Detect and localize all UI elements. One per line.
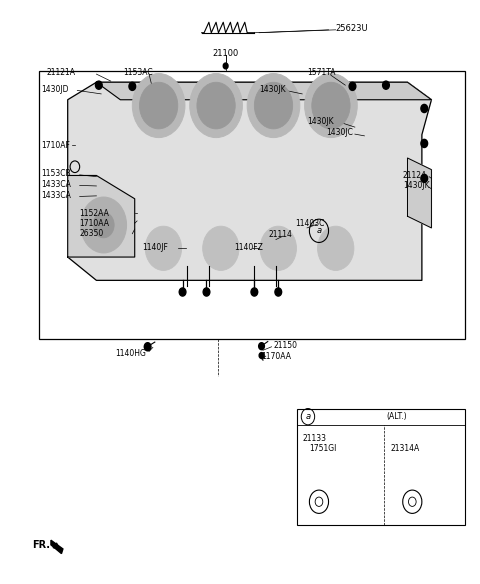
Text: 1430JK: 1430JK bbox=[259, 85, 286, 94]
Text: 26350: 26350 bbox=[80, 230, 104, 238]
Circle shape bbox=[81, 197, 127, 253]
Circle shape bbox=[144, 343, 151, 351]
Text: a: a bbox=[316, 227, 322, 235]
Text: 1153CB: 1153CB bbox=[41, 169, 71, 178]
Circle shape bbox=[421, 174, 428, 182]
Text: 1152AA: 1152AA bbox=[80, 209, 109, 218]
Text: 1140HG: 1140HG bbox=[116, 349, 146, 358]
Circle shape bbox=[203, 226, 239, 270]
Polygon shape bbox=[68, 175, 135, 257]
Circle shape bbox=[305, 74, 357, 138]
Circle shape bbox=[254, 82, 293, 129]
Text: (ALT.): (ALT.) bbox=[386, 412, 407, 421]
Text: 1433CA: 1433CA bbox=[41, 180, 71, 189]
Text: 11403C: 11403C bbox=[295, 219, 324, 228]
Text: 1170AA: 1170AA bbox=[262, 352, 291, 360]
Text: 21150: 21150 bbox=[274, 341, 298, 350]
Text: 1430JK: 1430JK bbox=[403, 182, 429, 190]
Text: 1571TA: 1571TA bbox=[307, 68, 336, 78]
Text: FR.: FR. bbox=[32, 540, 50, 551]
Polygon shape bbox=[68, 82, 432, 280]
Polygon shape bbox=[408, 158, 432, 228]
Circle shape bbox=[259, 353, 264, 359]
Polygon shape bbox=[96, 82, 432, 100]
Text: 1430JK: 1430JK bbox=[307, 117, 334, 126]
Text: 1751GI: 1751GI bbox=[310, 444, 337, 453]
Text: 1710AA: 1710AA bbox=[80, 219, 109, 228]
Circle shape bbox=[197, 82, 235, 129]
Circle shape bbox=[318, 226, 354, 270]
Text: 1433CA: 1433CA bbox=[41, 191, 71, 200]
Text: 1710AF: 1710AF bbox=[41, 141, 70, 150]
Circle shape bbox=[251, 288, 258, 296]
Text: 21121A: 21121A bbox=[46, 68, 75, 78]
Text: 1430JD: 1430JD bbox=[41, 85, 69, 94]
Text: 21100: 21100 bbox=[213, 48, 239, 58]
Text: 1140JF: 1140JF bbox=[142, 243, 168, 252]
Circle shape bbox=[383, 81, 389, 89]
Text: 1153AC: 1153AC bbox=[123, 68, 152, 78]
Circle shape bbox=[96, 81, 102, 89]
Text: 21114: 21114 bbox=[269, 231, 293, 239]
Polygon shape bbox=[51, 540, 63, 554]
Circle shape bbox=[349, 82, 356, 91]
Circle shape bbox=[93, 212, 114, 238]
Text: 21124: 21124 bbox=[403, 171, 427, 180]
Circle shape bbox=[312, 82, 350, 129]
Text: 1140FZ: 1140FZ bbox=[234, 243, 263, 252]
Circle shape bbox=[223, 63, 228, 69]
Circle shape bbox=[129, 82, 136, 91]
Circle shape bbox=[275, 288, 282, 296]
Bar bbox=[39, 71, 465, 339]
Circle shape bbox=[190, 74, 242, 138]
Text: a: a bbox=[305, 412, 311, 421]
Text: 25623U: 25623U bbox=[336, 24, 368, 33]
Circle shape bbox=[203, 288, 210, 296]
Text: 21133: 21133 bbox=[302, 434, 326, 443]
Circle shape bbox=[421, 105, 428, 113]
Circle shape bbox=[179, 288, 186, 296]
Text: 21314A: 21314A bbox=[391, 444, 420, 453]
Circle shape bbox=[140, 82, 178, 129]
Circle shape bbox=[132, 74, 185, 138]
Circle shape bbox=[247, 74, 300, 138]
Circle shape bbox=[259, 343, 264, 350]
Text: 1430JC: 1430JC bbox=[326, 128, 353, 137]
Circle shape bbox=[260, 226, 297, 270]
Circle shape bbox=[145, 226, 181, 270]
Bar bbox=[298, 409, 465, 525]
Circle shape bbox=[421, 140, 428, 148]
